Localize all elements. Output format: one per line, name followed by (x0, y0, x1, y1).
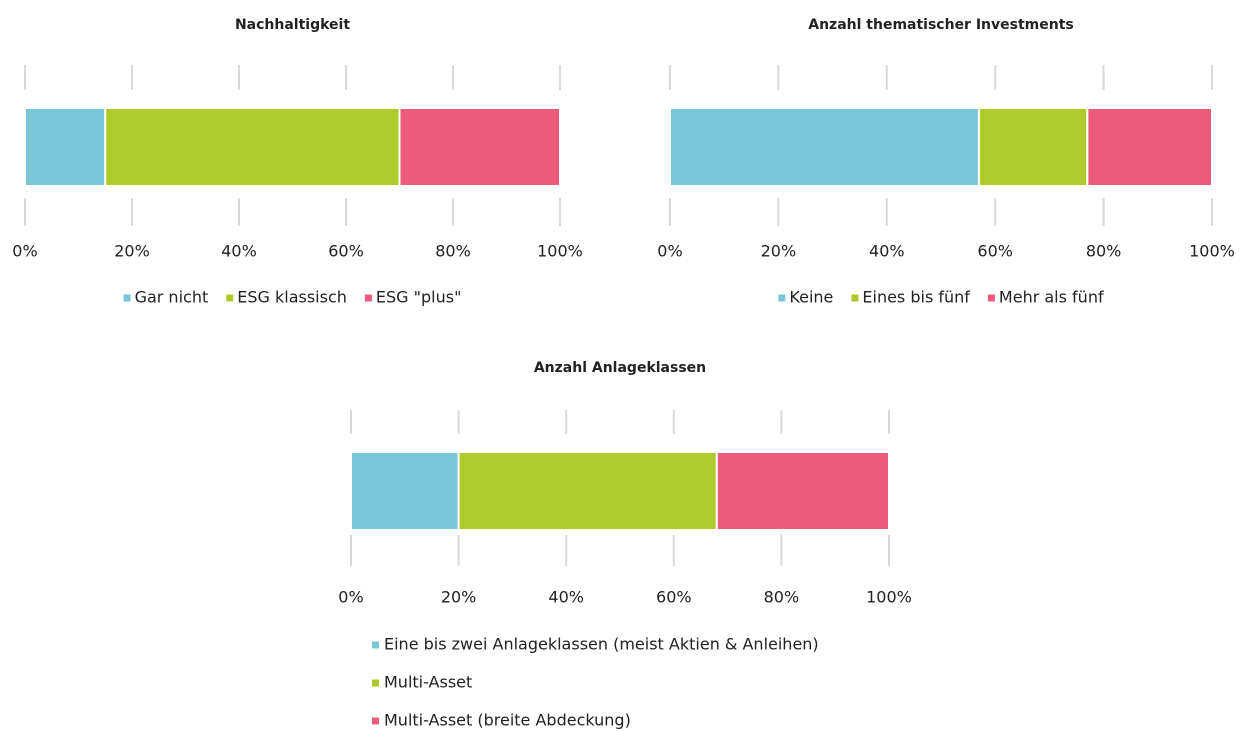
bar-segment (669, 107, 980, 187)
x-tick-label: 100% (866, 588, 912, 607)
legend-swatch (987, 294, 995, 302)
legend-swatch (851, 294, 859, 302)
x-tick-label: 20% (441, 588, 477, 607)
bar-segment (350, 451, 460, 531)
x-tick-label: 0% (657, 242, 682, 261)
legend: Keine Eines bis fünf Mehr als fünf (778, 288, 1104, 307)
x-tick-label: 40% (221, 242, 257, 261)
legend-label: Eines bis fünf (862, 288, 970, 307)
legend-swatch (372, 641, 379, 649)
chart-title: Nachhaltigkeit (235, 17, 350, 33)
legend: Eine bis zwei Anlageklassen (meist Aktie… (372, 635, 819, 730)
x-tick-label: 100% (537, 242, 583, 261)
x-tick-label: 0% (338, 588, 363, 607)
legend-label: Mehr als fünf (999, 288, 1104, 307)
legend-swatch (364, 294, 372, 302)
x-tick-label: 20% (761, 242, 797, 261)
chart-title: Anzahl Anlageklassen (534, 360, 706, 376)
legend-label: ESG "plus" (376, 288, 462, 307)
bar-segment (457, 451, 718, 531)
legend-label: Keine (789, 288, 833, 307)
legend-swatch (226, 294, 234, 302)
x-tick-label: 100% (1189, 242, 1235, 261)
legend-label: Gar nicht (135, 288, 209, 307)
x-tick-label: 60% (977, 242, 1013, 261)
x-tick-label: 80% (764, 588, 800, 607)
legend-swatch (372, 717, 379, 725)
legend-label: Multi-Asset (breite Abdeckung) (384, 711, 631, 730)
x-tick-label: 80% (435, 242, 471, 261)
bar-segment (24, 107, 107, 187)
bar-segment (398, 107, 561, 187)
bar-segment (1086, 107, 1213, 187)
bar-segment (977, 107, 1089, 187)
legend-label: Eine bis zwei Anlageklassen (meist Aktie… (384, 635, 819, 654)
x-tick-label: 60% (328, 242, 364, 261)
x-tick-label: 40% (869, 242, 905, 261)
x-tick-label: 80% (1086, 242, 1122, 261)
legend-swatch (778, 294, 786, 302)
bar-segment (104, 107, 401, 187)
legend-swatch (123, 294, 131, 302)
x-tick-label: 0% (12, 242, 37, 261)
legend-swatch (372, 679, 379, 687)
x-tick-label: 60% (656, 588, 692, 607)
bar-segment (715, 451, 891, 531)
legend-label: Multi-Asset (384, 673, 472, 692)
legend-label: ESG klassisch (237, 288, 347, 307)
x-tick-label: 40% (548, 588, 584, 607)
chart-title: Anzahl thematischer Investments (808, 17, 1074, 33)
legend: Gar nicht ESG klassisch ESG "plus" (123, 288, 462, 307)
x-tick-label: 20% (114, 242, 150, 261)
